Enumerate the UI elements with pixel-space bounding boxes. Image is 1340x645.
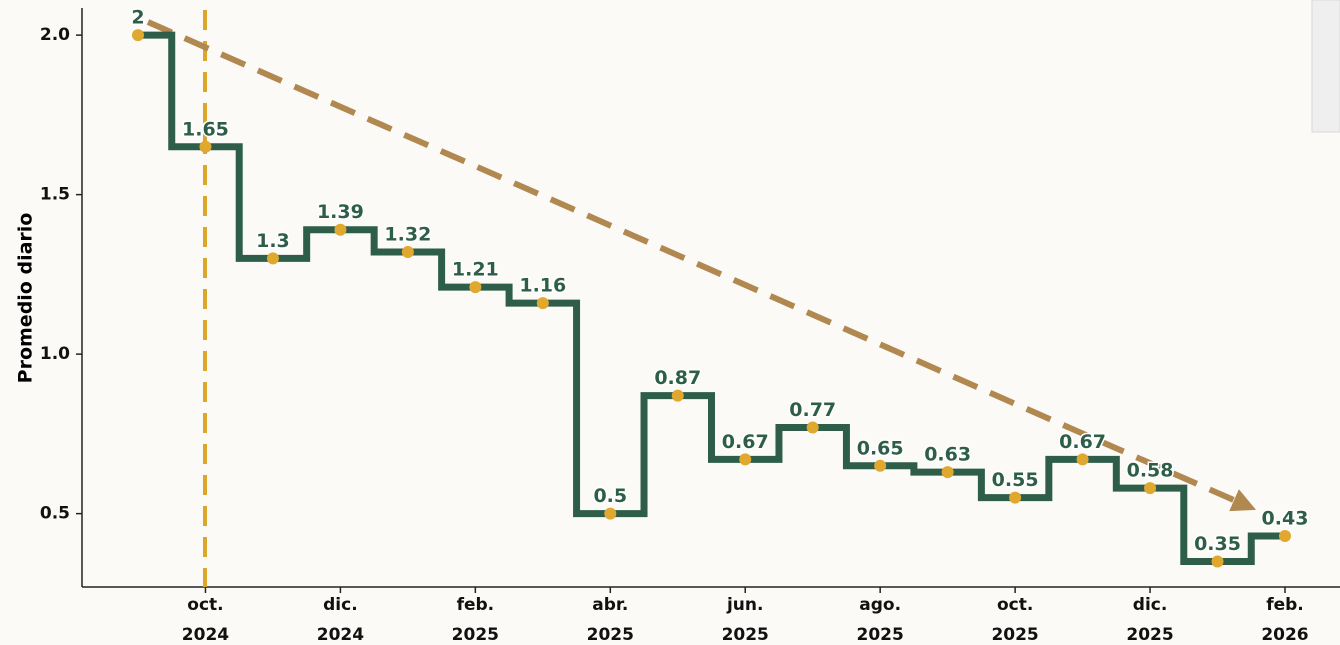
point [536,297,549,310]
value-label: 0.67 [1059,431,1106,453]
y-axis-label: Promedio diario [15,213,37,384]
point [874,459,887,472]
point [1211,555,1224,568]
x-tick-label: feb. 2025 [452,595,499,645]
point [671,389,684,402]
point [1009,491,1022,504]
point [199,140,212,153]
x-tick-label: abr. 2025 [587,595,634,645]
step-line [138,31,1285,565]
point [1076,453,1089,466]
value-label: 0.67 [722,431,769,453]
value-label: 1.65 [182,118,229,140]
value-label: 0.35 [1194,533,1241,555]
value-label: 1.16 [519,275,566,297]
value-label: 0.55 [992,469,1039,491]
x-tick-label: oct. 2025 [991,595,1038,645]
point [806,421,819,434]
value-label: 0.43 [1262,507,1309,529]
point [266,252,279,265]
x-tick-label: oct. 2024 [182,595,229,645]
value-label: 1.32 [384,224,431,246]
corner-panel [1311,0,1340,133]
value-label: 1.3 [256,230,290,252]
value-label: 0.87 [654,367,701,389]
point [132,29,144,42]
point [739,453,752,466]
value-label: 0.77 [789,399,836,421]
x-tick-label: dic. 2025 [1126,595,1173,645]
point [604,507,617,520]
x-tick-label: ago. 2025 [857,595,904,645]
x-tick-label: dic. 2024 [317,595,364,645]
value-label: 0.63 [924,444,971,466]
value-label: 0.58 [1127,460,1174,482]
point [334,223,347,236]
point [1144,482,1157,495]
point [469,281,482,294]
y-tick-label: 1.5 [40,185,70,205]
point [1278,529,1291,542]
point [941,466,954,479]
x-tick-label: feb. 2026 [1261,595,1308,645]
value-label: 1.39 [317,201,364,223]
value-label: 0.5 [593,485,627,507]
value-label: 1.21 [452,259,499,281]
y-tick-label: 0.5 [40,504,70,524]
point [401,246,414,259]
value-label: 0.65 [857,437,904,459]
value-label: 2 [131,7,144,29]
x-tick-label: jun. 2025 [722,595,769,645]
y-tick-label: 2.0 [40,25,70,45]
y-tick-label: 1.0 [40,344,70,364]
